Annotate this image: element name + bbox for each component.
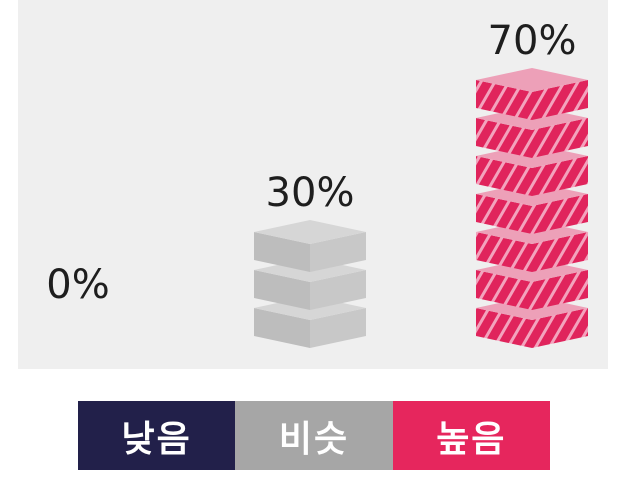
block-right-face (532, 156, 588, 196)
block-top-face (254, 220, 366, 244)
value-label: 70% (488, 18, 577, 64)
block-left-face (476, 80, 532, 120)
block-left-face (476, 308, 532, 348)
block-left-face (254, 270, 310, 310)
block-right-face (532, 118, 588, 158)
block-비슷-3 (254, 220, 366, 272)
value-label: 0% (46, 262, 109, 308)
block-right-face (310, 308, 366, 348)
value-label: 30% (266, 170, 355, 216)
block-right-face (532, 308, 588, 348)
block-left-face (476, 232, 532, 272)
block-높음-7 (476, 68, 588, 120)
legend-item-similar: 비슷 (235, 401, 393, 470)
block-right-face (310, 270, 366, 310)
block-right-face (532, 80, 588, 120)
block-left-face (254, 308, 310, 348)
block-top-face (476, 68, 588, 92)
block-left-face (254, 232, 310, 272)
legend: 낮음 비슷 높음 (78, 401, 550, 470)
block-right-face (310, 232, 366, 272)
block-right-face (532, 270, 588, 310)
block-left-face (476, 194, 532, 234)
chart: 0% 30% 70% (46, 18, 588, 348)
block-left-face (476, 118, 532, 158)
block-left-face (476, 156, 532, 196)
legend-item-low: 낮음 (78, 401, 236, 470)
block-right-face (532, 194, 588, 234)
block-left-face (476, 270, 532, 310)
block-right-face (532, 232, 588, 272)
legend-item-high: 높음 (392, 401, 550, 470)
